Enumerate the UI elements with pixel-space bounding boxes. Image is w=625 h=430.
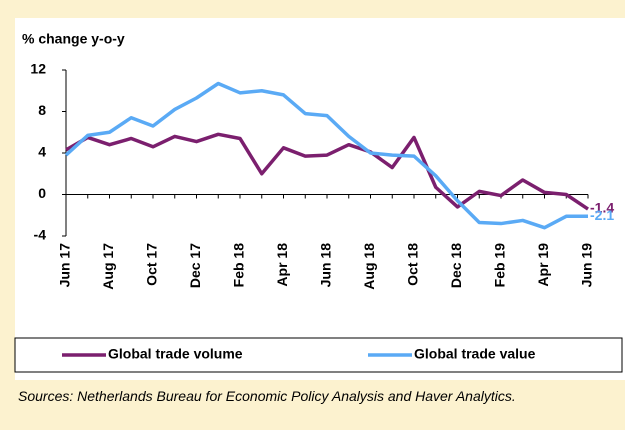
x-tick-label: Aug 18 (361, 243, 377, 290)
series-line (64, 81, 588, 230)
x-tick-label: Oct 18 (405, 243, 421, 286)
x-tick-label: Dec 18 (448, 243, 464, 288)
x-tick-label: Apr 19 (535, 243, 551, 287)
x-tick-label: Feb 19 (492, 243, 508, 288)
chart-title: % change y-o-y (22, 31, 125, 47)
y-tick-label: -4 (34, 227, 47, 243)
x-tick-label: Dec 17 (187, 243, 203, 288)
y-tick-label: 12 (30, 61, 46, 77)
x-tick-label: Jun 17 (57, 243, 73, 288)
source-note: Sources: Netherlands Bureau for Economic… (18, 388, 516, 404)
chart-area (15, 18, 625, 380)
y-tick-label: 0 (38, 185, 46, 201)
legend-label: Global trade volume (108, 346, 243, 362)
x-tick-label: Oct 17 (144, 243, 160, 286)
x-tick-label: Feb 18 (231, 243, 247, 288)
end-label: -2.1 (590, 207, 614, 223)
y-tick-label: 8 (38, 102, 46, 118)
x-tick-label: Aug 17 (100, 243, 116, 290)
end-label: -1.4 (590, 200, 614, 216)
x-tick-label: Apr 18 (274, 243, 290, 287)
x-tick-label: Jun 19 (579, 243, 595, 288)
source-box: Sources: Netherlands Bureau for Economic… (18, 388, 516, 404)
x-tick-label: Jun 18 (318, 243, 334, 288)
series-line (65, 132, 589, 211)
legend-box (14, 337, 623, 373)
legend-label: Global trade value (414, 346, 536, 362)
y-tick-label: 4 (38, 144, 46, 160)
